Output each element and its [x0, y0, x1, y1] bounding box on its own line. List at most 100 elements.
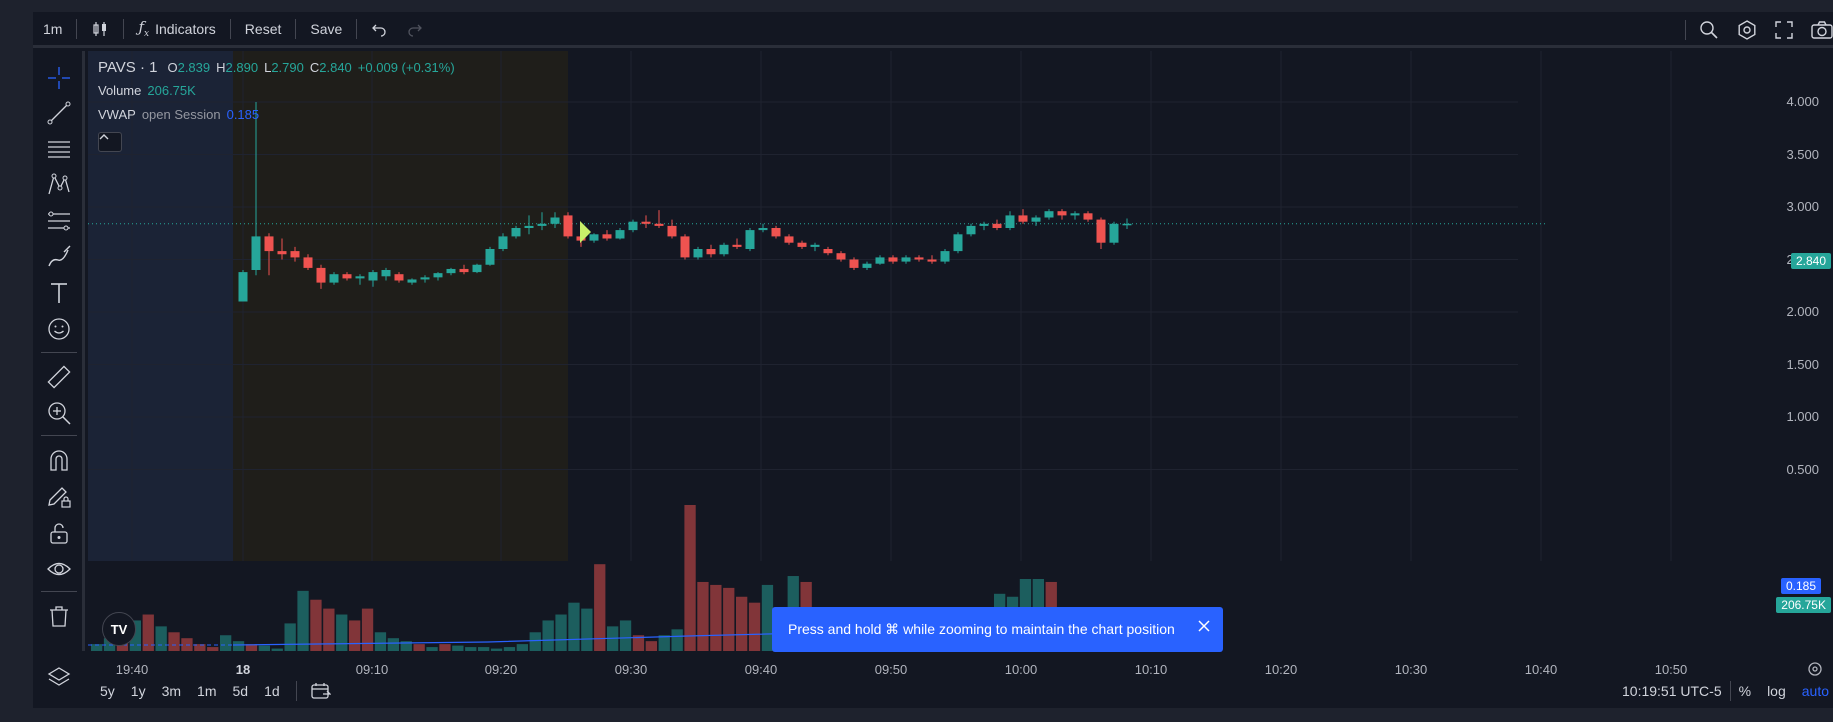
price-tick-label: 3.000: [1786, 199, 1819, 214]
chart-type-button[interactable]: [81, 12, 119, 47]
clock[interactable]: 10:19:51 UTC-5: [1622, 683, 1722, 699]
time-tick-label: 09:50: [874, 662, 908, 677]
percent-toggle[interactable]: %: [1738, 683, 1752, 699]
candle-body: [303, 257, 313, 268]
volume-legend[interactable]: Volume 206.75K: [98, 83, 196, 98]
gear-icon: [1738, 20, 1756, 40]
symbol-title[interactable]: PAVS · 1: [98, 59, 158, 76]
fib-tool[interactable]: [45, 207, 73, 235]
snapshot-button[interactable]: [1802, 12, 1833, 48]
candle-body: [966, 225, 976, 235]
reset-button[interactable]: Reset: [244, 20, 282, 37]
candle-body: [420, 277, 430, 280]
magnet-tool[interactable]: [45, 447, 73, 475]
lock-tool[interactable]: [45, 519, 73, 547]
high-value: 2.890: [225, 60, 259, 75]
divider: [41, 591, 77, 592]
trend-line-tool[interactable]: [45, 99, 73, 127]
time-tick-label: 10:30: [1394, 662, 1428, 677]
remove-drawings-tool[interactable]: [45, 602, 73, 630]
horizontal-lines-tool[interactable]: [45, 135, 73, 163]
volume-bar: [374, 632, 387, 651]
candle-body: [862, 263, 872, 268]
visibility-tool[interactable]: [45, 555, 73, 583]
range-1y-button[interactable]: 1y: [130, 683, 146, 699]
crosshair-tool[interactable]: [45, 64, 73, 92]
divider: [229, 18, 231, 39]
axis-settings-button[interactable]: [1807, 661, 1823, 677]
candle-body: [1122, 223, 1132, 226]
search-button[interactable]: [1690, 12, 1728, 48]
interval-button[interactable]: 1m: [43, 20, 63, 37]
object-tree-button[interactable]: [45, 663, 73, 691]
collapse-legend-button[interactable]: [98, 132, 122, 152]
range-5d-button[interactable]: 5d: [232, 683, 249, 699]
divider: [356, 18, 358, 39]
divider: [41, 435, 77, 436]
range-1d-button[interactable]: 1d: [264, 683, 280, 699]
vwap-legend[interactable]: VWAP open Session 0.185: [98, 107, 259, 122]
pattern-icon: [48, 173, 70, 195]
brush-tool[interactable]: [45, 243, 73, 271]
measure-tool[interactable]: [45, 363, 73, 391]
candles-icon: [93, 21, 107, 36]
close-icon: [1198, 620, 1210, 632]
undo-button[interactable]: [361, 12, 397, 47]
candle-body: [563, 215, 573, 237]
change-value: +0.009 (+0.31%): [357, 60, 455, 75]
range-3m-button[interactable]: 3m: [161, 683, 182, 699]
range-1m-button[interactable]: 1m: [197, 683, 217, 699]
volume-bar: [194, 644, 206, 651]
chart-pane[interactable]: PAVS · 1 O2.839 H2.890 L2.790 C2.840 +0.…: [88, 51, 1833, 677]
candle-body: [953, 234, 963, 252]
time-tick-label: 10:00: [1004, 662, 1038, 677]
volume-bar: [697, 581, 709, 651]
candle-body: [238, 272, 248, 302]
eye-icon: [47, 562, 71, 576]
candle-body: [1005, 215, 1015, 228]
candle-body: [979, 223, 989, 226]
toast-close-button[interactable]: [1195, 617, 1213, 635]
candle-body: [680, 236, 690, 258]
fullscreen-button[interactable]: [1766, 12, 1802, 48]
volume-bar: [568, 602, 580, 651]
open-key: O: [167, 60, 178, 75]
time-tick-label: 09:40: [744, 662, 778, 677]
volume-bar: [478, 647, 490, 651]
candle-body: [745, 230, 755, 249]
text-tool[interactable]: [45, 279, 73, 307]
redo-button[interactable]: [397, 12, 433, 47]
go-to-date-button[interactable]: [305, 682, 337, 700]
log-toggle[interactable]: log: [1767, 683, 1786, 699]
candle-body: [784, 236, 794, 243]
candle-body: [1044, 211, 1054, 218]
volume-bar: [710, 584, 722, 651]
price-chart[interactable]: [88, 51, 1833, 651]
low-value: 2.790: [271, 60, 304, 75]
lock-drawing-tool[interactable]: [45, 483, 73, 511]
indicators-button[interactable]: ƒx Indicators: [128, 12, 225, 47]
price-tick-label: 1.000: [1786, 409, 1819, 424]
save-button[interactable]: Save: [310, 20, 343, 37]
time-tick-label: 10:20: [1264, 662, 1298, 677]
range-5y-button[interactable]: 5y: [100, 683, 115, 699]
candle-body: [992, 223, 1002, 228]
volume-bar: [271, 648, 283, 651]
candle-body: [550, 217, 560, 224]
auto-toggle[interactable]: auto: [1801, 683, 1829, 699]
tradingview-logo[interactable]: TV: [102, 612, 136, 646]
emoji-tool[interactable]: [45, 315, 73, 343]
candle-body: [836, 253, 846, 260]
volume-bar: [748, 602, 761, 651]
zoom-tool[interactable]: [45, 399, 73, 427]
candle-body: [641, 221, 651, 224]
candle-body: [407, 279, 417, 283]
candle-body: [1018, 215, 1028, 222]
chevron-up-icon: [99, 134, 109, 140]
pattern-tool[interactable]: [45, 171, 73, 199]
settings-button[interactable]: [1728, 12, 1766, 48]
unlock-icon: [50, 523, 68, 544]
volume-bar: [452, 645, 464, 651]
smiley-icon: [48, 318, 70, 340]
gear-icon: [1808, 662, 1822, 676]
